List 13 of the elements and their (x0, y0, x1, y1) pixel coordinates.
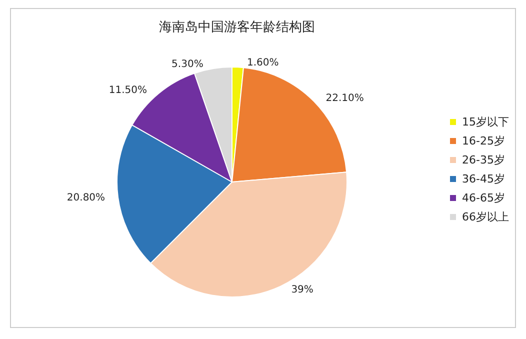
data-label: 5.30% (172, 59, 204, 70)
data-label: 39% (291, 284, 314, 296)
legend-label: 66岁以上 (462, 210, 510, 224)
data-label: 22.10% (326, 92, 364, 104)
legend-label: 15岁以下 (462, 116, 510, 128)
legend-label: 16-25岁 (462, 134, 505, 148)
chart-title: 海南岛中国游客年龄结构图 (159, 19, 315, 35)
data-label: 11.50% (108, 84, 148, 96)
legend-label: 46-65岁 (462, 192, 505, 204)
legend-label: 36-45岁 (462, 172, 505, 186)
data-label: 1.60% (246, 58, 279, 69)
legend-label: 26-35岁 (462, 154, 505, 166)
data-label: 20.80% (66, 192, 106, 204)
